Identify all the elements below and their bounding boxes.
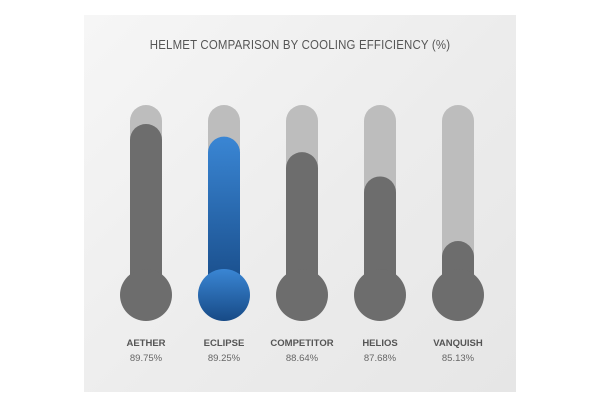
thermometer-competitor: COMPETITOR 88.64% [270,105,334,364]
thermometer-helios: HELIOS 87.68% [354,105,406,364]
bulb-eclipse [198,269,250,321]
bulb-competitor [276,269,328,321]
bulb-helios [354,269,406,321]
category-label: COMPETITOR [270,338,333,349]
bar-helios [364,176,396,295]
chart-panel: HELMET COMPARISON BY COOLING EFFICIENCY … [84,15,516,392]
category-label: AETHER [126,338,165,349]
thermometer-eclipse: ECLIPSE 89.25% [198,105,250,364]
thermometer-aether: AETHER 89.75% [120,105,172,364]
category-label: ECLIPSE [204,338,245,349]
data-label: 89.75% [130,353,163,364]
bar-aether [130,124,162,295]
data-label: 89.25% [208,353,241,364]
chart-title: HELMET COMPARISON BY COOLING EFFICIENCY … [149,37,451,52]
thermometer-vanquish: VANQUISH 85.13% [432,105,484,364]
bar-competitor [286,152,318,295]
bulb-vanquish [432,269,484,321]
bar-eclipse [208,136,240,295]
category-label: VANQUISH [433,338,483,349]
bulb-aether [120,269,172,321]
data-label: 87.68% [364,353,397,364]
category-label: HELIOS [362,338,397,349]
data-label: 85.13% [442,353,475,364]
data-label: 88.64% [286,353,319,364]
thermometer-chart: AETHER 89.75% ECLIPSE 89.25% COMPETITOR 88.64… [120,105,484,364]
